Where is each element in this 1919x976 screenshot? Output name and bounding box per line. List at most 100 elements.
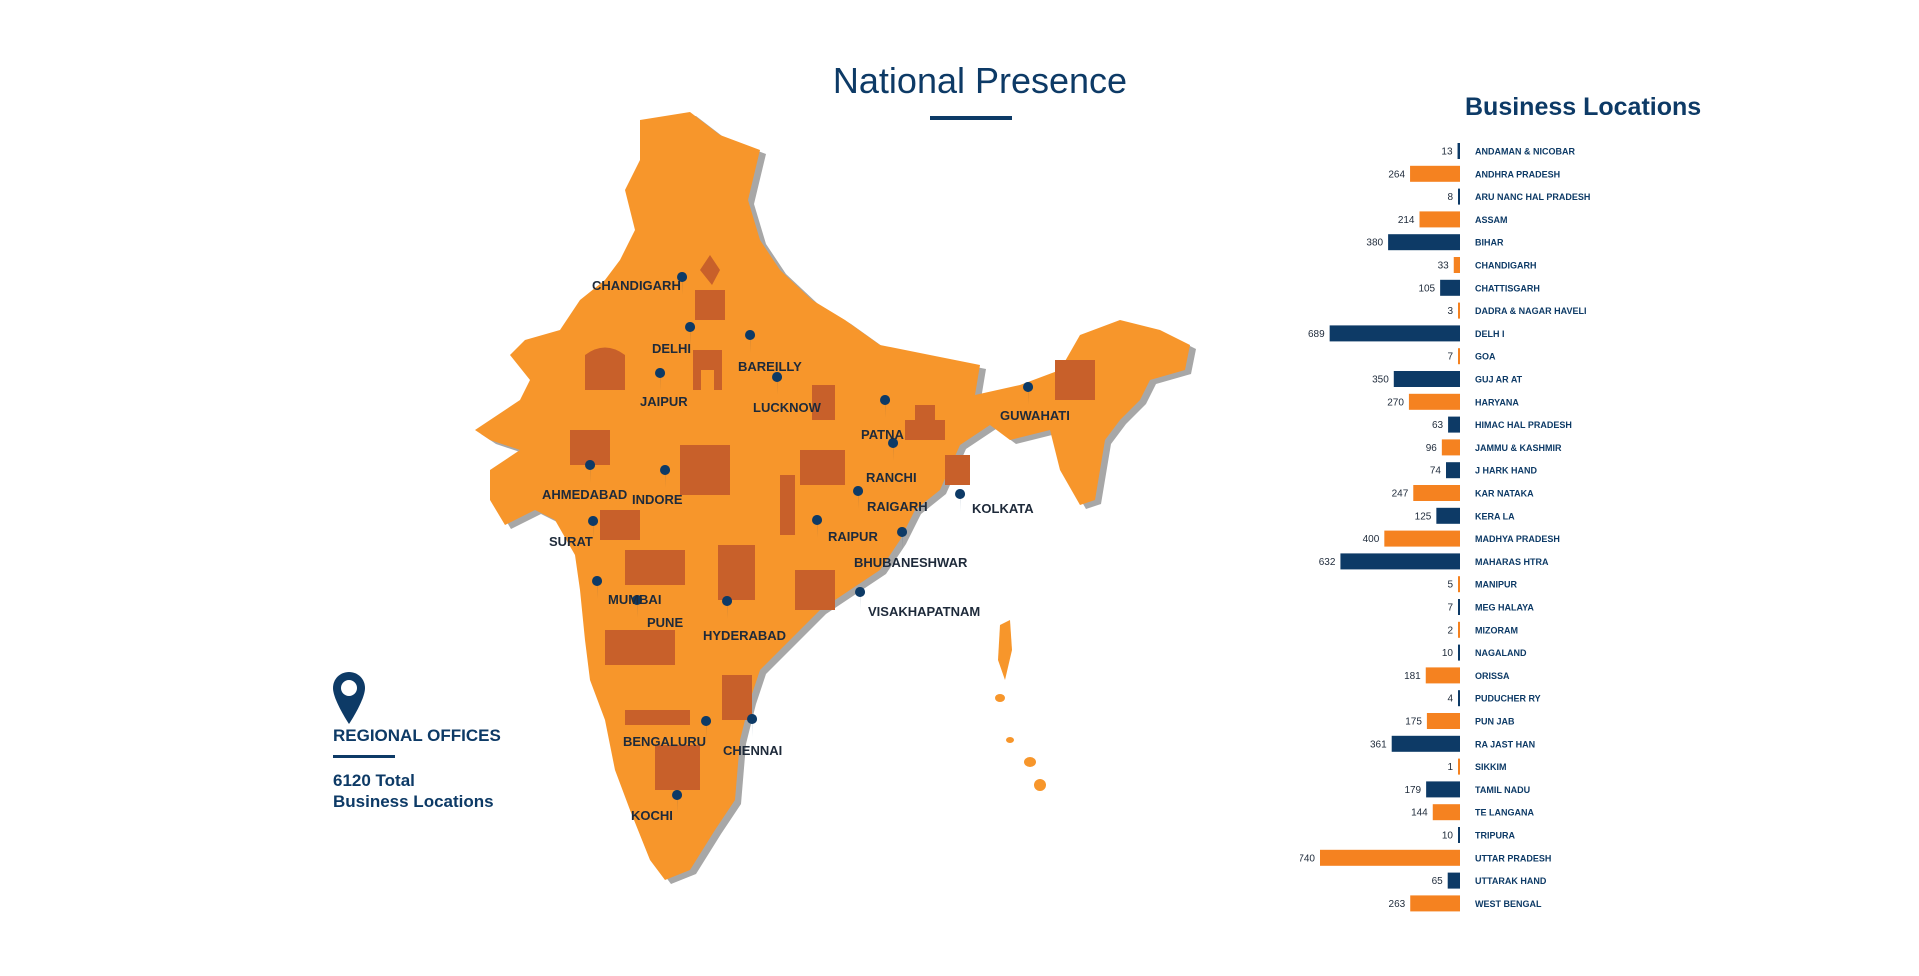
pin-delhi-icon[interactable] xyxy=(685,322,696,345)
city-label: KOLKATA xyxy=(972,501,1034,516)
city-label: BAREILLY xyxy=(738,359,802,374)
bar-madhya-pradesh xyxy=(1384,530,1460,547)
page-title: National Presence xyxy=(832,60,1128,101)
bar-value-label: 179 xyxy=(1404,785,1421,796)
category-label: TE LANGANA xyxy=(1475,808,1534,818)
pin-chennai-icon[interactable] xyxy=(747,714,758,737)
pin-jaipur-icon[interactable] xyxy=(655,368,666,391)
pin-chandigarh-icon[interactable] xyxy=(677,272,688,295)
pin-raipur-icon[interactable] xyxy=(812,515,823,538)
bar-value-label: 380 xyxy=(1366,238,1383,249)
bar-assam xyxy=(1419,211,1460,228)
bar-ra-jast-han xyxy=(1391,735,1460,752)
category-label: WEST BENGAL xyxy=(1475,899,1542,909)
city-label: KOCHI xyxy=(631,808,673,823)
bar-value-label: 96 xyxy=(1426,443,1438,454)
bar-chandigarh xyxy=(1453,257,1460,273)
city-label: DELHI xyxy=(652,341,691,356)
pin-lucknow-icon[interactable] xyxy=(772,372,783,395)
bar-puducher-ry xyxy=(1458,690,1460,707)
pin-ranchi-icon[interactable] xyxy=(888,438,899,461)
bar-maharas-htra xyxy=(1340,553,1460,570)
bar-guj-ar-at xyxy=(1393,371,1460,387)
bar-value-label: 400 xyxy=(1363,534,1380,545)
bar-value-label: 2 xyxy=(1447,625,1453,636)
category-label: DELH I xyxy=(1475,329,1505,339)
bar-value-label: 13 xyxy=(1441,147,1453,158)
pin-pune-icon[interactable] xyxy=(632,595,643,618)
bar-value-label: 214 xyxy=(1398,215,1415,226)
bar-value-label: 247 xyxy=(1392,489,1409,500)
city-label: BHUBANESHWAR xyxy=(854,555,968,570)
category-label: MIZORAM xyxy=(1475,625,1518,635)
category-label: MAHARAS HTRA xyxy=(1475,557,1549,567)
pin-ahmedabad-icon[interactable] xyxy=(585,460,596,483)
bar-value-label: 264 xyxy=(1388,169,1405,180)
bar-west-bengal xyxy=(1410,895,1460,912)
bar-andaman-nicobar xyxy=(1457,143,1460,159)
bar-value-label: 144 xyxy=(1411,808,1428,819)
pin-raigarh-icon[interactable] xyxy=(853,486,864,509)
bar-value-label: 125 xyxy=(1415,511,1432,522)
bar-dadra-nagar-haveli xyxy=(1458,302,1460,319)
bar-tripura xyxy=(1458,827,1460,843)
bar-value-label: 270 xyxy=(1387,397,1404,408)
legend-divider xyxy=(333,755,395,758)
category-label: ORISSA xyxy=(1475,671,1510,681)
bar-value-label: 350 xyxy=(1372,375,1389,386)
pin-kochi-icon[interactable] xyxy=(672,790,683,813)
pin-bengaluru-icon[interactable] xyxy=(701,716,712,739)
chart-title: Business Locations xyxy=(1465,93,1702,121)
pin-hyderabad-icon[interactable] xyxy=(722,596,733,619)
bar-value-label: 33 xyxy=(1438,261,1450,272)
city-label: PUNE xyxy=(647,615,684,630)
map-mainland xyxy=(475,112,1190,880)
pin-patna-icon[interactable] xyxy=(880,395,891,418)
bar-value-label: 740 xyxy=(1300,853,1315,864)
category-label: PUN JAB xyxy=(1475,717,1515,727)
city-label: GUWAHATI xyxy=(1000,408,1070,423)
bar-value-label: 7 xyxy=(1447,603,1453,614)
category-label: NAGALAND xyxy=(1475,648,1527,658)
category-label: PUDUCHER RY xyxy=(1475,694,1541,704)
pin-bhubaneshwar-icon[interactable] xyxy=(897,527,908,550)
pin-surat-icon[interactable] xyxy=(588,516,599,539)
pin-visakhapatnam-icon[interactable] xyxy=(855,587,866,610)
city-pins xyxy=(585,272,1034,813)
bar-andhra-pradesh xyxy=(1410,165,1460,182)
bar-value-label: 10 xyxy=(1442,831,1454,842)
bar-mizoram xyxy=(1458,621,1460,638)
bar-tamil-nadu xyxy=(1426,781,1460,798)
category-label: JAMMU & KASHMIR xyxy=(1475,443,1562,453)
bar-uttarak-hand xyxy=(1447,872,1460,889)
legend-total: 6120 Total Business Locations xyxy=(333,770,494,812)
pin-bareilly-icon[interactable] xyxy=(745,330,756,353)
category-label: UTTARAK HAND xyxy=(1475,876,1547,886)
category-label: J HARK HAND xyxy=(1475,466,1538,476)
category-label: ARU NANC HAL PRADESH xyxy=(1475,192,1590,202)
category-label: BIHAR xyxy=(1475,238,1504,248)
location-pin-icon xyxy=(333,672,365,724)
pin-indore-icon[interactable] xyxy=(660,465,671,488)
city-label: SURAT xyxy=(549,534,593,549)
bar-value-label: 1 xyxy=(1447,762,1453,773)
bar-meg-halaya xyxy=(1458,599,1460,615)
category-label: HARYANA xyxy=(1475,397,1519,407)
category-label: TAMIL NADU xyxy=(1475,785,1530,795)
category-label: TRIPURA xyxy=(1475,831,1515,841)
city-label: MUMBAI xyxy=(608,592,662,607)
bar-manipur xyxy=(1458,576,1460,593)
category-label: KERA LA xyxy=(1475,511,1515,521)
city-label: HYDERABAD xyxy=(703,628,787,643)
pin-guwahati-icon[interactable] xyxy=(1023,382,1034,405)
bar-pun-jab xyxy=(1426,713,1460,729)
city-label: PATNA xyxy=(861,427,904,442)
bar-value-label: 105 xyxy=(1418,283,1435,294)
pin-kolkata-icon[interactable] xyxy=(955,489,966,512)
pin-mumbai-icon[interactable] xyxy=(592,576,603,599)
bar-jammu-kashmir xyxy=(1441,439,1460,456)
bar-value-label: 3 xyxy=(1447,306,1453,317)
category-label: GUJ AR AT xyxy=(1475,375,1523,385)
category-label: ANDHRA PRADESH xyxy=(1475,169,1560,179)
